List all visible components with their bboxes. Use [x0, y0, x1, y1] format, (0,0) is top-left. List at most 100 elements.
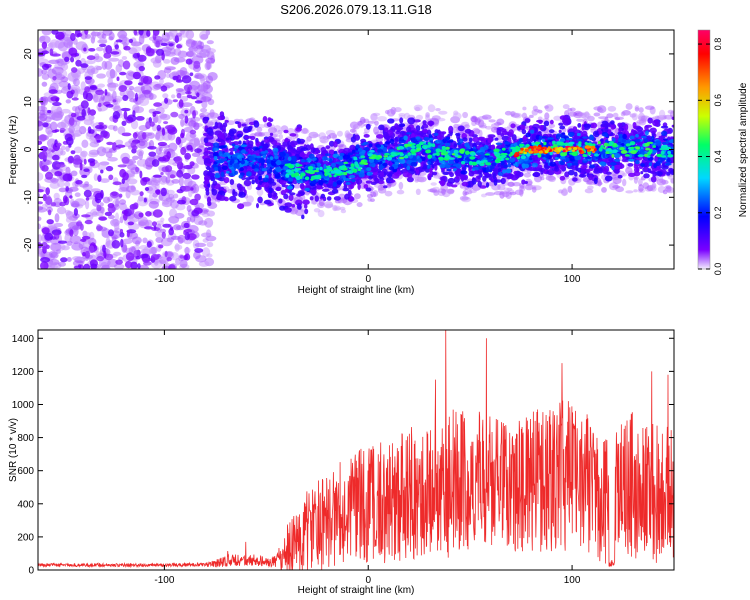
spectral-blob: [636, 166, 640, 173]
spectral-blob: [394, 107, 402, 113]
spectral-blob: [449, 139, 454, 143]
spectral-blob: [531, 134, 537, 142]
spectral-blob: [323, 164, 327, 169]
spectral-blob: [170, 226, 174, 231]
spectral-blob: [83, 47, 87, 52]
spectral-blob: [181, 185, 191, 192]
spectral-blob: [536, 119, 544, 123]
spectral-blob: [365, 187, 372, 192]
spectral-blob: [176, 44, 183, 49]
spectral-blob: [625, 190, 634, 194]
spectral-blob: [574, 171, 578, 177]
spectral-blob: [54, 171, 63, 177]
spectral-blob: [420, 161, 424, 168]
spectral-blob: [160, 85, 168, 92]
spectral-blob: [72, 106, 78, 112]
spectral-blob: [200, 108, 208, 113]
spectral-blob: [318, 179, 324, 185]
spectral-blob: [57, 180, 65, 188]
spectral-blob: [191, 174, 200, 180]
spectral-blob: [40, 261, 49, 269]
spectral-blob: [544, 104, 554, 112]
spectral-blob: [92, 93, 103, 103]
spectral-blob: [455, 132, 461, 137]
spectral-blob: [118, 187, 129, 193]
spectral-blob: [237, 203, 245, 210]
spectral-blob: [160, 42, 168, 47]
spectral-blob: [368, 163, 374, 167]
spectral-blob: [286, 128, 295, 135]
spectral-blob: [606, 113, 614, 119]
spectral-blob: [621, 172, 627, 177]
spectral-blob: [333, 196, 341, 201]
spectral-blob: [398, 123, 406, 128]
spectral-blob: [625, 166, 633, 175]
spectral-blob: [541, 138, 546, 142]
spectral-blob: [266, 169, 273, 174]
spectral-blob: [378, 124, 385, 131]
spectral-blob: [100, 169, 104, 174]
spectral-blob: [328, 149, 335, 155]
spectral-blob: [191, 183, 200, 194]
spectral-blob: [266, 122, 272, 127]
spectral-blob: [291, 204, 296, 208]
spectral-blob: [189, 161, 195, 167]
spectral-blob: [558, 122, 564, 126]
spectral-blob: [522, 136, 528, 141]
spectral-blob: [284, 188, 289, 193]
spectral-blob: [288, 194, 294, 201]
spectral-blob: [475, 141, 483, 146]
spectral-blob: [500, 133, 505, 137]
spectral-blob: [669, 170, 674, 175]
spectral-blob: [464, 124, 470, 129]
spectral-blob: [375, 178, 380, 184]
spectral-blob: [112, 111, 121, 120]
spectral-blob: [103, 131, 110, 139]
spectral-blob: [122, 60, 131, 70]
spectral-blob: [70, 56, 75, 63]
spectral-blob: [261, 140, 265, 146]
spectral-blob: [94, 192, 104, 201]
spectral-blob: [153, 225, 157, 230]
spectral-blob: [529, 114, 534, 118]
spectral-blob: [89, 109, 96, 116]
spectral-blob: [407, 117, 416, 125]
spectral-blob: [320, 139, 326, 143]
spectral-blob: [193, 207, 203, 214]
spectral-blob: [415, 130, 423, 136]
spectral-blob: [456, 142, 461, 146]
spectral-blob: [464, 128, 472, 134]
spectral-blob: [212, 180, 218, 186]
spectral-blob: [496, 118, 505, 126]
spectral-blob: [138, 34, 145, 45]
spectral-blob: [51, 53, 61, 57]
spectral-blob: [108, 31, 115, 41]
spectral-blob: [107, 205, 116, 214]
spectral-blob: [539, 124, 544, 131]
spectral-blob: [427, 175, 432, 181]
spectral-blob: [161, 32, 170, 42]
spectral-blob: [64, 181, 71, 188]
spectral-blob: [484, 173, 492, 178]
spectral-blob: [510, 174, 519, 181]
spectral-blob: [367, 197, 373, 202]
spectral-blob: [38, 120, 43, 127]
spectral-blob: [432, 186, 440, 191]
spectral-blob: [389, 179, 396, 183]
spectral-blob: [163, 121, 169, 125]
spectral-blob: [70, 32, 76, 42]
spectral-blob: [129, 98, 137, 103]
spectral-blob: [661, 165, 669, 170]
spectral-blob: [461, 166, 467, 171]
spectral-blob: [185, 58, 193, 65]
spectral-blob: [614, 158, 621, 162]
spectral-blob: [45, 196, 53, 206]
spectral-blob: [50, 202, 57, 207]
spectral-blob: [104, 211, 113, 216]
spectral-blob: [95, 89, 105, 96]
spectral-blob: [474, 117, 481, 125]
spectral-blob: [61, 60, 68, 66]
spectral-blob: [611, 165, 615, 171]
spectral-blob: [413, 104, 423, 112]
